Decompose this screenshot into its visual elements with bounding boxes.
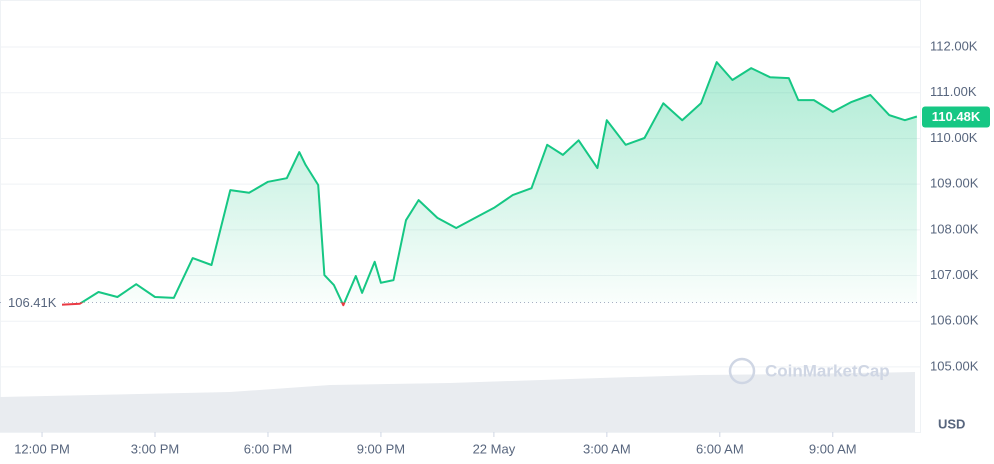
y-tick-label: 110.00K <box>930 130 978 145</box>
y-tick-label: 106.00K <box>930 313 979 328</box>
x-tick-label: 6:00 AM <box>696 441 744 456</box>
y-tick-label: 107.00K <box>930 267 979 282</box>
watermark: CoinMarketCap <box>728 357 890 385</box>
x-tick-label: 9:00 PM <box>357 441 405 456</box>
volume-band <box>0 372 915 432</box>
x-tick-label: 12:00 PM <box>14 441 70 456</box>
reference-label: 106.41K <box>8 295 57 310</box>
plot-frame <box>0 0 921 433</box>
price-line <box>4 61 918 303</box>
y-unit: USD <box>938 416 965 431</box>
x-tick-label: 3:00 AM <box>583 441 631 456</box>
watermark-text: CoinMarketCap <box>765 361 890 380</box>
y-tick-label: 109.00K <box>930 176 979 191</box>
x-tick-label: 9:00 AM <box>809 441 857 456</box>
last-price-label: 110.48K <box>932 109 981 124</box>
y-tick-label: 108.00K <box>930 221 979 236</box>
x-tick-label: 22 May <box>473 441 516 456</box>
y-tick-label: 105.00K <box>930 358 979 373</box>
last-price-bg <box>922 106 990 128</box>
reference-label-bg <box>4 293 62 312</box>
area-fill <box>4 62 917 303</box>
x-tick-label: 6:00 PM <box>244 441 292 456</box>
y-tick-label: 111.00K <box>930 84 977 99</box>
x-tick-label: 3:00 PM <box>131 441 179 456</box>
y-tick-label: 112.00K <box>930 38 978 53</box>
